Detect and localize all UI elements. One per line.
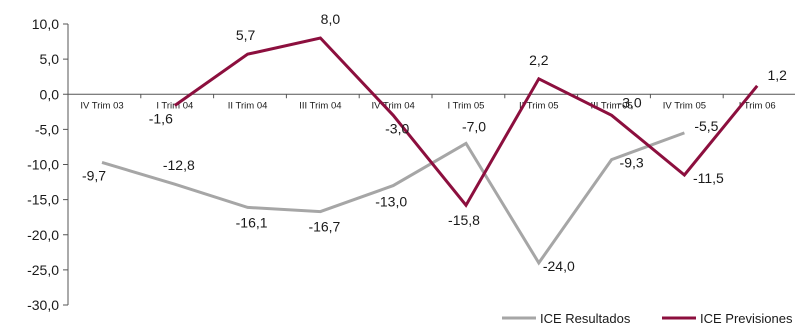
data-label: -9,3 <box>620 155 644 171</box>
data-label: -12,8 <box>163 157 195 173</box>
data-label: -24,0 <box>543 258 575 274</box>
data-label: 8,0 <box>321 11 341 27</box>
data-label: -5,5 <box>694 118 718 134</box>
x-tick-label: III Trim 04 <box>299 100 341 111</box>
y-tick-label: -5,0 <box>35 121 59 137</box>
data-label: -11,5 <box>693 170 724 186</box>
data-label: -1,6 <box>149 110 173 126</box>
x-tick-label: II Trim 05 <box>519 100 559 111</box>
y-tick-label: -30,0 <box>27 297 59 313</box>
y-tick-label: 0,0 <box>40 86 60 102</box>
x-tick-label: I Trim 04 <box>156 100 193 111</box>
y-tick-label: 10,0 <box>32 16 59 32</box>
data-label: -16,7 <box>308 219 340 235</box>
y-tick-label: -20,0 <box>27 227 59 243</box>
series-line-ice-previsiones <box>173 36 759 208</box>
data-label: -3,0 <box>618 94 642 110</box>
data-label: -3,0 <box>385 120 409 136</box>
legend-label-ice-resultados: ICE Resultados <box>540 311 631 326</box>
x-tick-label: IV Trim 03 <box>80 100 123 111</box>
x-tick-label: IV Trim 04 <box>372 100 415 111</box>
data-label: -9,7 <box>82 167 106 183</box>
x-tick-label: I Trim 06 <box>739 100 776 111</box>
y-axis: 10,0 5,0 0,0 -5,0 -10,0 -15,0 -20,0 -25,0 -30,0 <box>27 16 69 313</box>
y-tick-label: 5,0 <box>40 51 60 67</box>
series-layer <box>101 36 759 266</box>
y-tick-label: -25,0 <box>27 262 59 278</box>
data-label: -15,8 <box>448 212 480 228</box>
data-label: -7,0 <box>462 118 486 134</box>
data-label: -13,0 <box>375 194 407 210</box>
y-tick-label: -15,0 <box>27 192 59 208</box>
data-label: -16,1 <box>236 214 268 230</box>
data-labels: -9,7 -12,8 -16,1 -16,7 -13,0 -7,0 -24,0 -9,3 -5,… <box>82 11 787 274</box>
data-label: 2,2 <box>529 52 549 68</box>
y-tick-label: -10,0 <box>27 157 59 173</box>
legend: ICE Resultados ICE Previsiones <box>502 311 793 326</box>
x-tick-label: I Trim 05 <box>448 100 485 111</box>
x-tick-label: III Trim 05 <box>590 100 632 111</box>
data-label: 1,2 <box>767 67 787 83</box>
legend-label-ice-previsiones: ICE Previsiones <box>700 311 793 326</box>
series-line-ice-resultados <box>101 131 685 266</box>
data-label: 5,7 <box>236 27 256 43</box>
x-tick-label: II Trim 04 <box>228 100 268 111</box>
x-tick-label: IV Trim 05 <box>663 100 706 111</box>
